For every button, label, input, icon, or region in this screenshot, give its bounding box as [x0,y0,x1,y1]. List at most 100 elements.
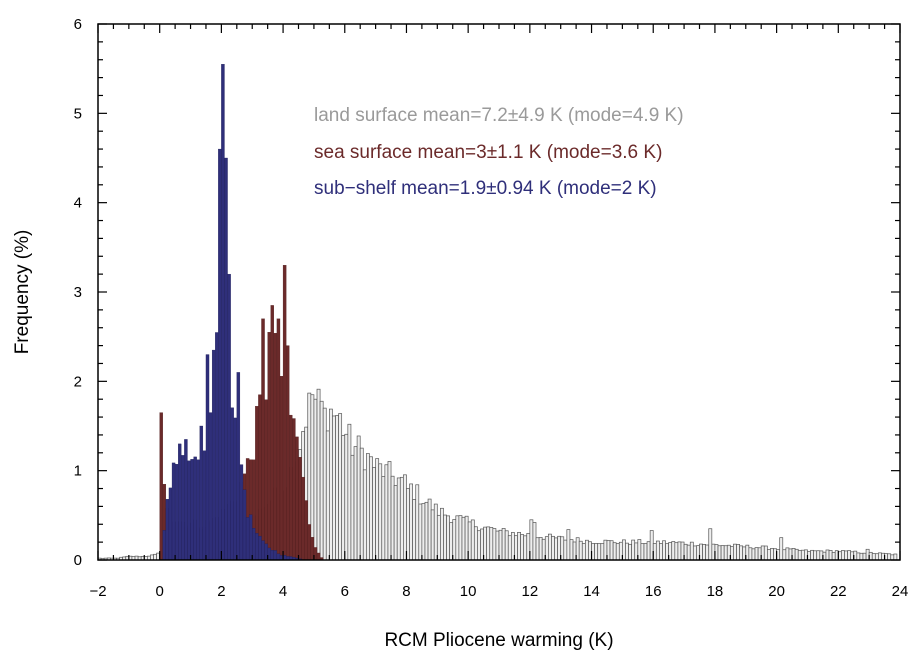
subshelf-bar [162,530,167,561]
subshelf-bar [193,456,197,561]
land-bar [813,550,818,561]
legend-subshelf: sub−shelf mean=1.9±0.94 K (mode=2 K) [314,178,657,199]
land-bar [828,550,833,561]
subshelf-bar [218,148,222,561]
land-bar [329,408,333,561]
land-bar [375,458,380,561]
land-bar [319,400,324,561]
subshelf-bar [171,462,176,561]
land-bar [350,454,355,561]
land-bar [887,553,892,561]
land-bar [501,528,506,561]
land-bar [504,530,509,561]
x-tick-label: 4 [279,583,287,600]
land-bar [625,542,629,561]
land-bar [671,541,676,561]
land-bar [800,549,805,561]
land-bar [452,519,457,561]
x-tick-label: 24 [892,583,909,600]
land-bar [440,507,444,561]
subshelf-bar [273,550,278,561]
land-bar [890,554,895,561]
land-bar [523,535,528,561]
y-tick-label: 4 [74,195,82,212]
land-bar [847,550,851,561]
sea-bar [298,456,302,561]
land-bar [369,456,373,561]
land-bar [538,537,543,561]
land-bar [150,554,154,561]
land-bar [893,553,898,561]
land-bar [535,537,540,561]
land-bar [396,477,401,561]
land-bar [585,539,589,561]
land-bar [717,545,722,561]
sea-bar [159,412,163,561]
land-bar [322,407,327,561]
x-tick-label: 0 [156,583,164,600]
land-bar [692,545,697,561]
land-bar [316,388,321,561]
land-bar [578,540,583,561]
subshelf-bar [190,459,194,561]
land-bar [393,485,398,561]
land-bar [797,550,802,561]
land-bar [424,501,429,561]
sea-bar [261,318,265,561]
land-bar [754,547,759,561]
sea-bar [295,436,299,561]
land-bar [341,435,346,561]
sea-bar [289,414,293,561]
land-bar [338,413,343,561]
land-bar [310,394,315,561]
land-bar [366,453,370,561]
x-tick-label: 8 [402,583,410,600]
subshelf-bar [196,459,200,561]
land-bar [844,550,848,561]
land-bar [492,528,497,561]
land-bar [770,548,774,561]
subshelf-bar [276,553,281,561]
subshelf-bar [178,443,182,561]
land-bar [353,446,358,561]
land-bar [554,537,558,561]
land-bar [871,553,876,561]
land-bar [458,515,463,561]
subshelf-bar [233,417,237,561]
subshelf-bar [242,489,247,561]
x-tick-label: 6 [341,583,349,600]
land-bar [779,537,784,561]
land-bar [628,543,632,561]
land-bar [313,398,318,561]
subshelf-bar [165,499,170,561]
subshelf-bar [205,354,210,561]
land-bar [751,548,756,561]
sea-bar [279,375,284,561]
land-bar [862,552,867,561]
land-bar [708,528,713,561]
land-bar [674,542,679,561]
land-bar [705,544,710,561]
land-bar [767,549,771,561]
land-bar [335,415,339,561]
x-axis-title: RCM Pliocene warming (K) [384,630,613,651]
land-bar [446,515,450,561]
land-bar [372,467,376,561]
land-bar [831,551,836,561]
land-bar [461,516,466,561]
sea-bar [273,332,278,561]
land-bar [378,463,383,561]
land-bar [387,461,392,561]
land-bar [384,464,389,561]
land-bar [406,488,410,561]
land-bar [436,514,441,561]
land-bar [736,544,740,561]
sea-bar [276,318,281,561]
x-tick-label: 20 [768,583,785,600]
land-bar [631,539,636,561]
land-bar [517,531,521,561]
land-bar [153,553,157,561]
land-bar [415,484,420,561]
land-bar [473,526,478,561]
